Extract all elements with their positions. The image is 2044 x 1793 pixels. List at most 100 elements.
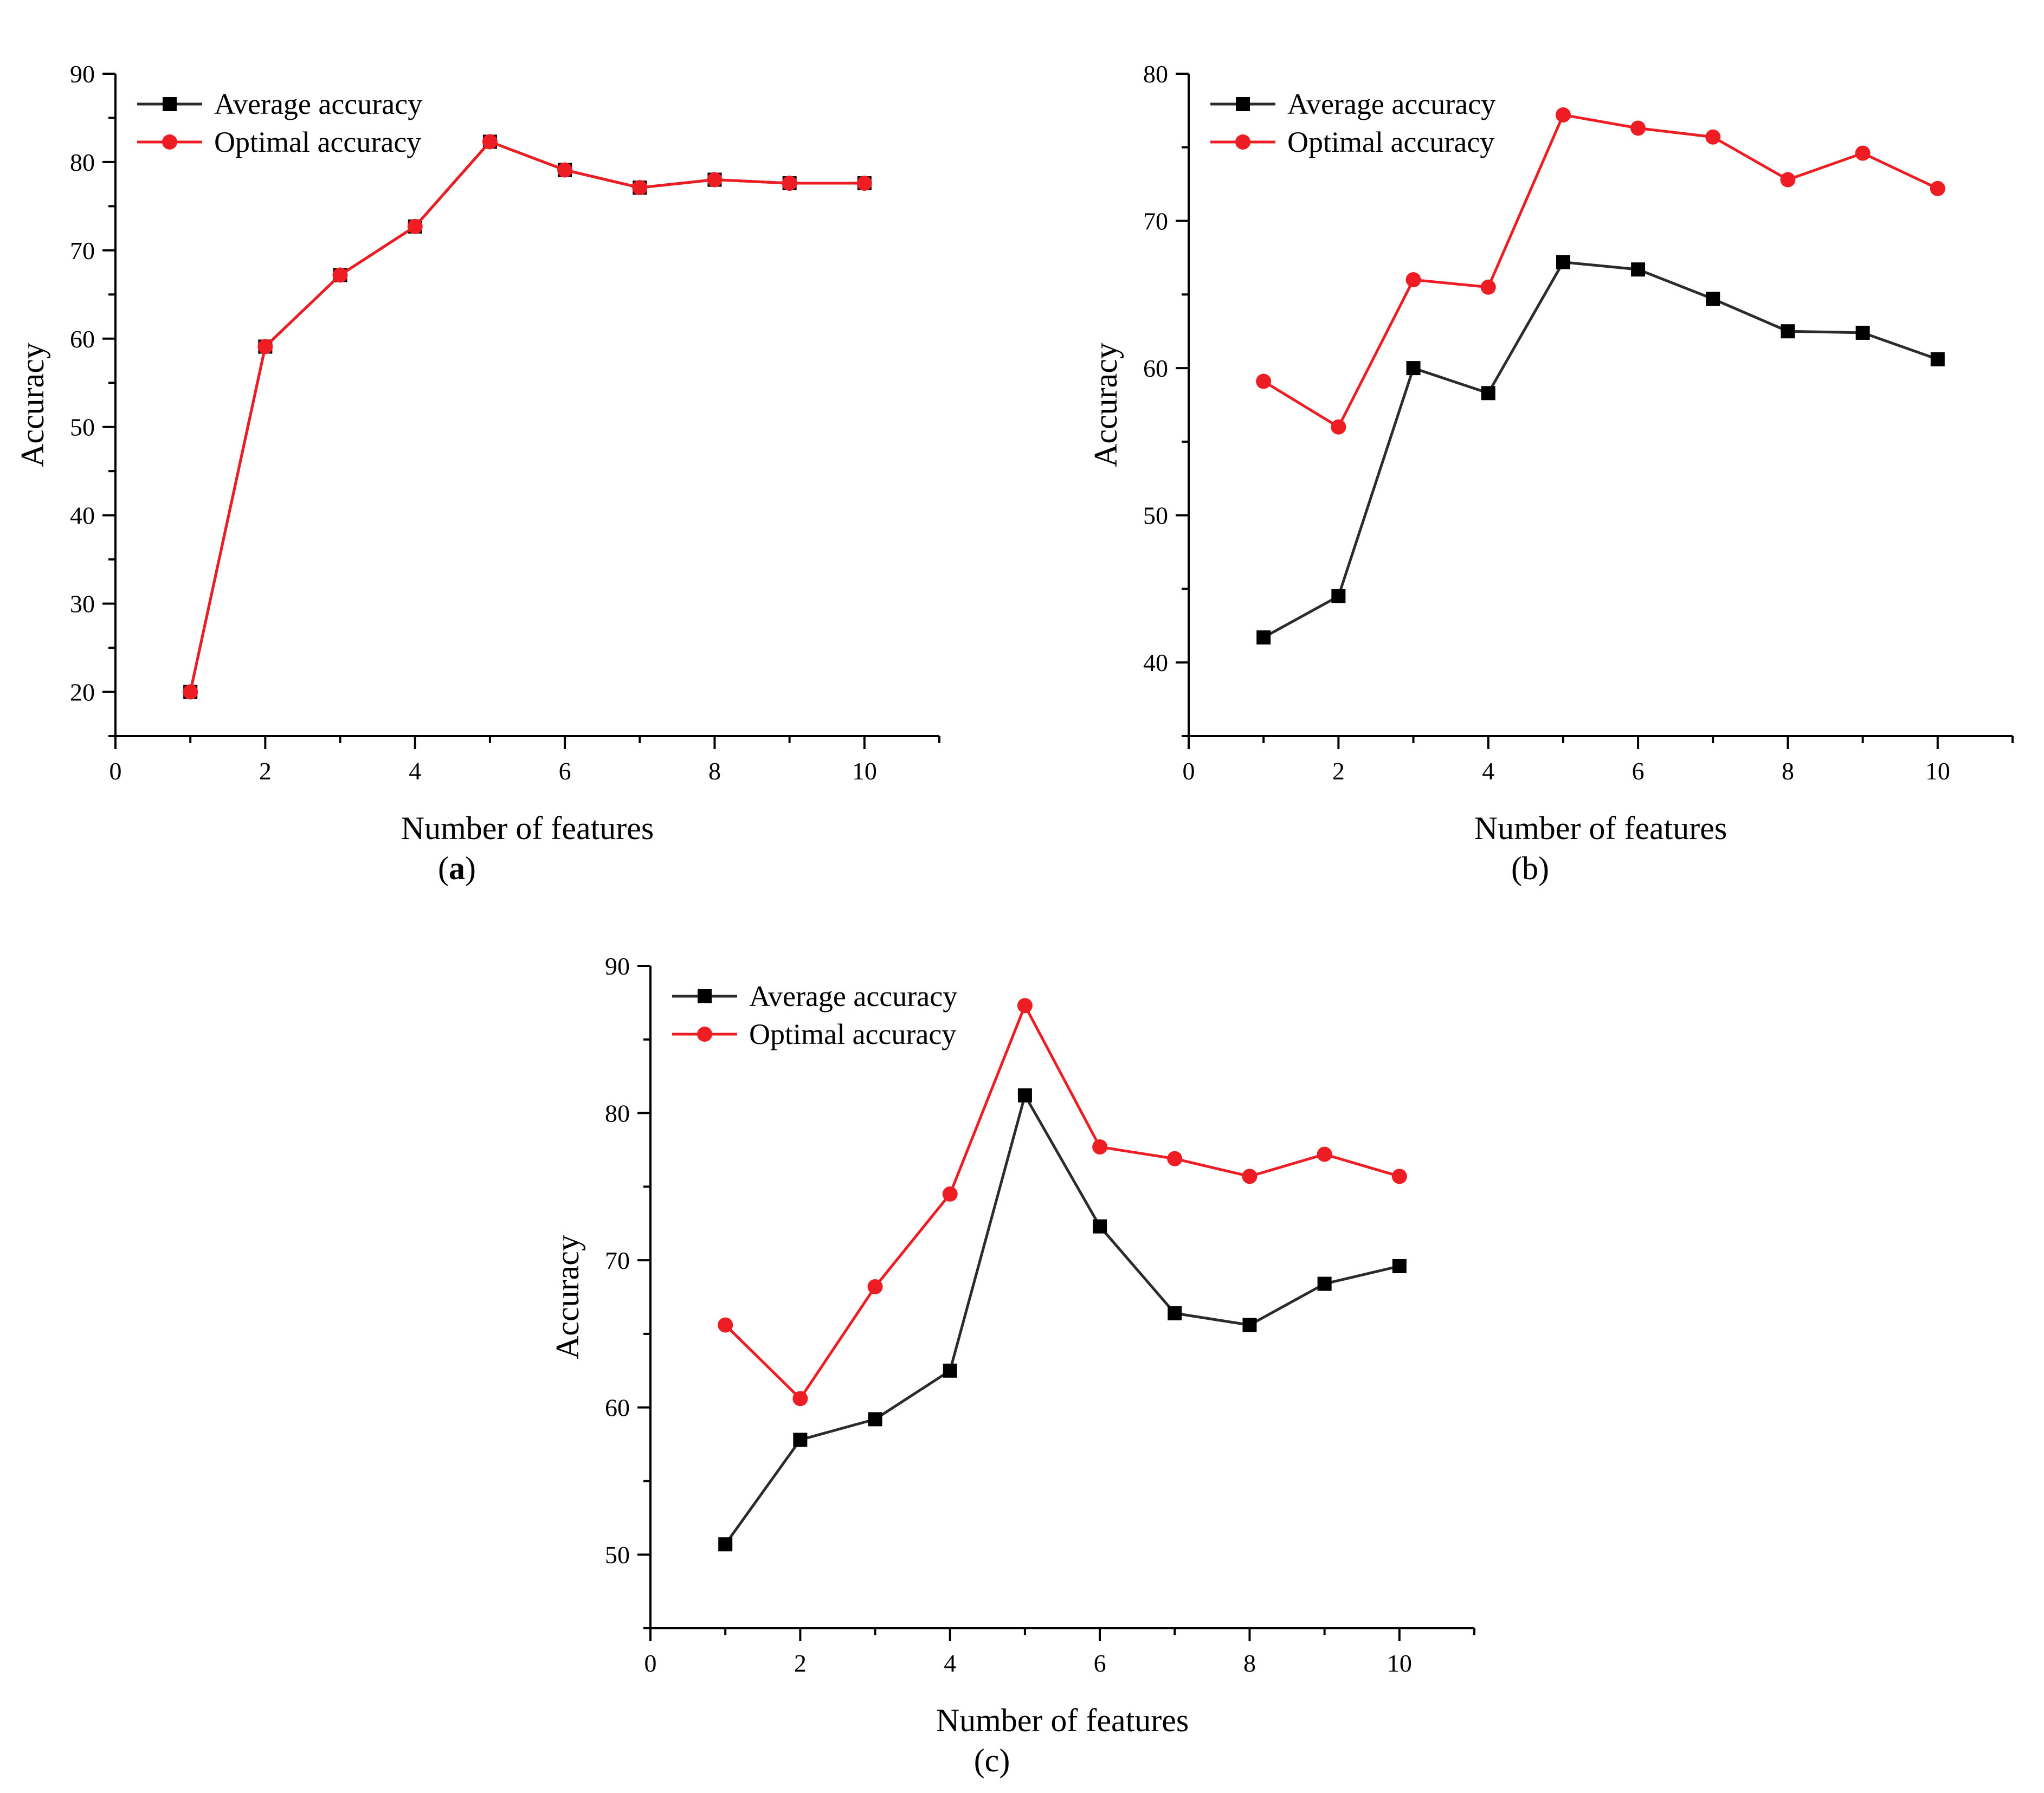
- y-axis-title: Accuracy: [15, 343, 50, 467]
- data-point: [856, 176, 872, 191]
- x-tick-label: 4: [409, 757, 421, 785]
- series-line-average: [1262, 261, 1938, 639]
- data-point: [942, 1186, 958, 1202]
- data-point: [257, 339, 273, 354]
- x-tick-label: 0: [644, 1649, 657, 1677]
- legend-marker: [698, 989, 712, 1003]
- y-tick-label: 20: [70, 679, 95, 706]
- data-point: [557, 162, 573, 178]
- x-tick-label: 8: [1782, 757, 1794, 785]
- data-point: [1631, 262, 1646, 277]
- x-tick-label: 10: [852, 757, 877, 785]
- data-point: [1317, 1276, 1332, 1291]
- x-tick-label: 6: [1632, 757, 1645, 785]
- x-tick-label: 8: [708, 757, 721, 785]
- panel-label: (a): [438, 850, 476, 886]
- x-tick-label: 4: [1482, 757, 1494, 785]
- data-point: [1392, 1259, 1407, 1273]
- legend-item-optimal: Optimal accuracy: [1210, 126, 1494, 158]
- data-point: [1256, 373, 1272, 389]
- legend-marker: [697, 1027, 712, 1042]
- legend-item-average: Average accuracy: [672, 980, 957, 1012]
- data-point: [482, 134, 498, 150]
- data-point: [1405, 272, 1421, 288]
- data-point: [943, 1363, 957, 1378]
- y-tick-label: 70: [1143, 208, 1168, 235]
- data-point: [1705, 129, 1721, 145]
- legend-label: Average accuracy: [1287, 88, 1495, 120]
- y-tick-label: 90: [605, 952, 630, 980]
- legend-item-average: Average accuracy: [137, 88, 422, 120]
- data-point: [1256, 630, 1271, 645]
- data-point: [1855, 325, 1870, 340]
- y-tick-label: 30: [70, 590, 95, 618]
- series-line-optimal: [189, 140, 865, 693]
- data-point: [1556, 255, 1570, 269]
- y-tick-label: 50: [1143, 502, 1168, 530]
- chart-panel-a: 0 2 4 6 8 10 20 30 40 50 60 70 80 90 Number of feature…: [15, 60, 940, 886]
- data-point: [1168, 1306, 1182, 1320]
- data-point: [1855, 145, 1871, 161]
- data-point: [1167, 1151, 1183, 1166]
- y-tick-label: 70: [70, 237, 95, 265]
- series-line-average: [189, 140, 865, 693]
- panel-label: (c): [974, 1743, 1010, 1778]
- chart-panel-b: 0 2 4 6 8 10 40 50 60 70 80 Number of features Accur…: [1088, 60, 2014, 886]
- legend-marker: [162, 134, 177, 150]
- y-tick-label: 40: [1143, 649, 1168, 676]
- legend-item-optimal: Optimal accuracy: [137, 126, 421, 158]
- data-point: [1242, 1169, 1258, 1184]
- legend-marker: [163, 97, 177, 111]
- legend-label: Optimal accuracy: [749, 1018, 956, 1050]
- data-point: [792, 1391, 808, 1407]
- legend-label: Optimal accuracy: [214, 126, 421, 158]
- data-point: [1781, 324, 1795, 339]
- data-point: [718, 1537, 733, 1552]
- data-point: [1555, 107, 1571, 123]
- data-point: [407, 218, 423, 234]
- data-point: [1317, 1146, 1332, 1162]
- legend-marker: [1235, 134, 1250, 150]
- panel-label: (b): [1511, 850, 1549, 886]
- data-point: [782, 176, 797, 191]
- legend-item-optimal: Optimal accuracy: [672, 1018, 956, 1050]
- x-tick-label: 8: [1243, 1649, 1256, 1677]
- x-tick-label: 10: [1925, 757, 1950, 785]
- data-point: [183, 684, 198, 700]
- legend-item-average: Average accuracy: [1210, 88, 1495, 120]
- data-point: [1093, 1219, 1107, 1234]
- y-tick-label: 50: [605, 1541, 630, 1569]
- y-tick-label: 80: [70, 149, 95, 176]
- x-tick-label: 6: [1094, 1649, 1106, 1677]
- data-point: [707, 172, 723, 188]
- y-tick-label: 90: [70, 60, 95, 88]
- y-tick-label: 50: [70, 414, 95, 441]
- data-point: [1780, 172, 1796, 188]
- data-point: [1092, 1139, 1108, 1155]
- data-point: [1480, 279, 1496, 295]
- data-point: [867, 1279, 883, 1294]
- data-point: [1930, 180, 1945, 196]
- x-tick-label: 2: [794, 1649, 807, 1677]
- series-line-optimal: [1262, 113, 1938, 429]
- data-point: [1930, 352, 1945, 366]
- x-tick-label: 6: [559, 757, 571, 785]
- data-point: [1331, 419, 1346, 435]
- y-tick-label: 60: [70, 325, 95, 353]
- series-line-optimal: [724, 1004, 1400, 1400]
- series-line-average: [724, 1094, 1400, 1545]
- y-tick-label: 80: [605, 1100, 630, 1127]
- x-tick-label: 4: [944, 1649, 956, 1677]
- y-tick-label: 60: [605, 1394, 630, 1422]
- x-tick-label: 0: [109, 757, 122, 785]
- x-tick-label: 10: [1387, 1649, 1412, 1677]
- data-point: [1630, 120, 1646, 136]
- legend-label: Average accuracy: [749, 980, 957, 1012]
- data-point: [632, 180, 648, 196]
- chart-panel-c: 0 2 4 6 8 10 50 60 70 80 90 Number of features Accur…: [550, 952, 1475, 1778]
- y-tick-label: 60: [1143, 354, 1168, 382]
- x-axis-title: Number of features: [401, 810, 654, 846]
- y-tick-label: 40: [70, 502, 95, 530]
- y-tick-label: 80: [1143, 60, 1168, 88]
